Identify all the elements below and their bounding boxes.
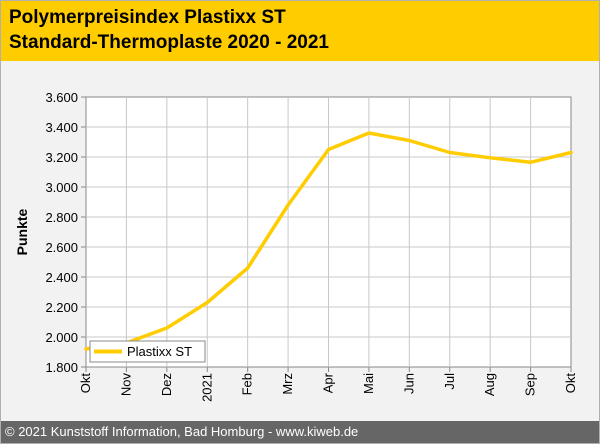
y-tick-label: 3.400 xyxy=(45,120,78,135)
x-tick-label: Okt xyxy=(78,373,93,394)
x-tick-label: Feb xyxy=(240,373,255,395)
x-tick-label: Jul xyxy=(442,373,457,390)
x-tick-label: Mrz xyxy=(280,373,295,395)
legend: Plastixx ST xyxy=(89,340,206,363)
y-tick-label: 2.600 xyxy=(45,240,78,255)
x-tick-label: Sep xyxy=(523,373,538,396)
x-tick-label: Okt xyxy=(563,373,578,394)
y-tick-label: 3.000 xyxy=(45,180,78,195)
legend-box xyxy=(89,340,206,363)
x-tick-label: Nov xyxy=(118,373,133,397)
y-tick-label: 2.800 xyxy=(45,210,78,225)
y-axis-ticks: 1.800 2.000 2.200 2.400 2.600 2.800 3.000 3.200… xyxy=(45,90,86,375)
chart-title-line2: Standard-Thermoplaste 2020 - 2021 xyxy=(9,32,329,53)
chart-title-line1: Polymerpreisindex Plastixx ST xyxy=(9,7,286,28)
y-tick-label: 2.400 xyxy=(45,270,78,285)
x-tick-label: Jun xyxy=(401,373,416,394)
y-tick-label: 3.600 xyxy=(45,90,78,105)
x-tick-label: 2021 xyxy=(199,373,214,402)
x-tick-label: Dez xyxy=(159,373,174,396)
x-tick-label: Aug xyxy=(482,373,497,396)
x-tick-label: Apr xyxy=(321,372,336,393)
line-chart: 1.800 2.000 2.200 2.400 2.600 2.800 3.000 3.200… xyxy=(14,90,578,402)
y-tick-label: 2.000 xyxy=(45,330,78,345)
x-tick-label: Mai xyxy=(361,373,376,394)
y-tick-label: 1.800 xyxy=(45,360,78,375)
y-tick-label: 3.200 xyxy=(45,150,78,165)
footer-copyright: © 2021 Kunststoff Information, Bad Hombu… xyxy=(1,421,599,443)
series-layer xyxy=(84,131,573,351)
title-bar: Polymerpreisindex Plastixx ST Standard-T… xyxy=(1,1,599,61)
y-tick-label: 2.200 xyxy=(45,300,78,315)
legend-label: Plastixx ST xyxy=(127,344,192,359)
series-line xyxy=(84,131,573,351)
y-axis-label: Punkte xyxy=(14,208,30,255)
x-axis-ticks: Okt Nov Dez 2021 Feb Mrz Apr Mai Jun Jul Aug Sep Okt xyxy=(78,367,578,402)
